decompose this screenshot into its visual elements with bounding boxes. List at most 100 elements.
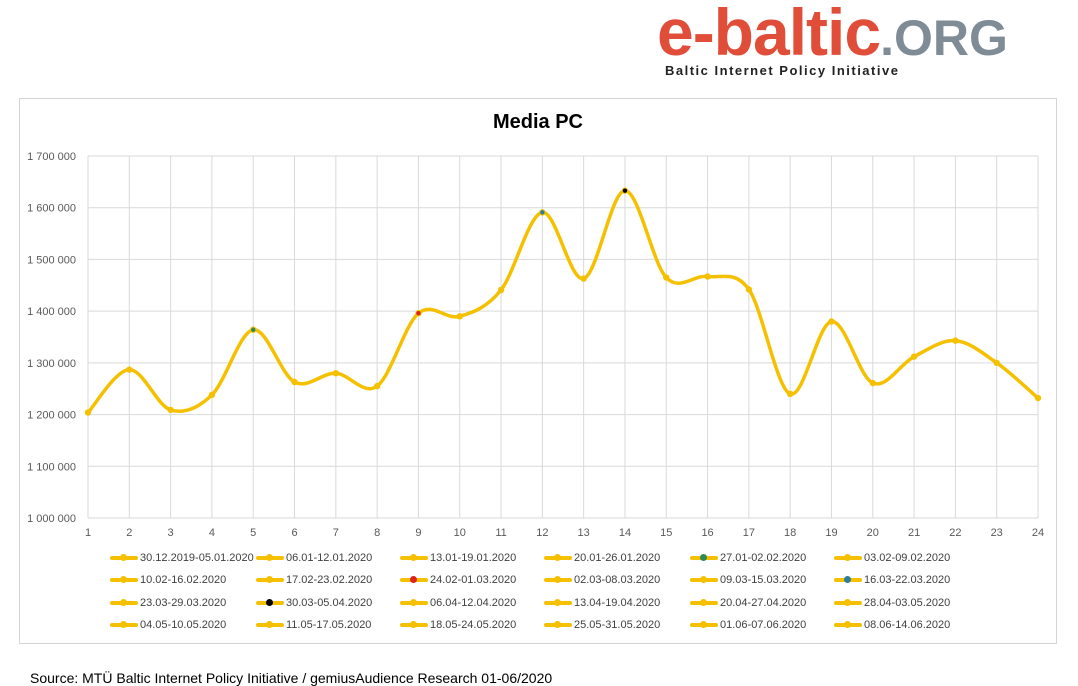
- x-tick-label: 21: [908, 527, 920, 539]
- legend-item: 17.02-23.02.2020: [256, 571, 372, 589]
- legend-marker: [266, 599, 273, 606]
- legend-label: 30.12.2019-05.01.2020: [140, 552, 254, 564]
- x-tick-label: 3: [168, 527, 174, 539]
- legend-item: 03.02-09.02.2020: [834, 549, 950, 567]
- legend-swatch: [400, 621, 428, 628]
- legend-item: 10.02-16.02.2020: [110, 571, 226, 589]
- legend-label: 13.04-19.04.2020: [574, 597, 661, 609]
- legend-label: 18.05-24.05.2020: [430, 619, 517, 631]
- legend-label: 25.05-31.05.2020: [574, 619, 661, 631]
- legend-marker: [554, 576, 561, 583]
- data-point: [126, 366, 133, 373]
- legend-swatch: [256, 576, 284, 583]
- x-tick-label: 11: [495, 527, 506, 539]
- legend-item: 28.04-03.05.2020: [834, 594, 950, 612]
- legend-marker: [700, 599, 707, 606]
- highlighted-data-point: [251, 327, 256, 332]
- legend-swatch: [256, 621, 284, 628]
- legend-marker: [266, 576, 273, 583]
- legend-marker: [120, 599, 127, 606]
- chart-frame: Media PC 1 000 000 1 100 000 1 200 000 1 30…: [19, 98, 1057, 644]
- data-point: [1034, 394, 1042, 402]
- logo-main-text: e-baltic: [657, 0, 881, 69]
- legend-label: 27.01-02.02.2020: [720, 552, 807, 564]
- legend-item: 08.06-14.06.2020: [834, 616, 950, 634]
- legend-item: 16.03-22.03.2020: [834, 571, 950, 589]
- legend-item: 23.03-29.03.2020: [110, 594, 226, 612]
- legend-swatch: [110, 621, 138, 628]
- legend-swatch: [544, 599, 572, 606]
- data-point: [373, 382, 381, 390]
- legend-swatch: [834, 621, 862, 628]
- x-tick-label: 16: [701, 527, 713, 539]
- highlighted-data-point: [622, 188, 628, 193]
- legend-item: 24.02-01.03.2020: [400, 571, 516, 589]
- legend-marker: [844, 554, 851, 561]
- x-tick-label: 24: [1032, 527, 1044, 539]
- data-point: [786, 390, 794, 398]
- legend-marker: [410, 554, 417, 561]
- legend-label: 02.03-08.03.2020: [574, 574, 661, 586]
- x-tick-label: 6: [291, 527, 297, 539]
- legend-label: 06.01-12.01.2020: [286, 552, 373, 564]
- legend-swatch: [110, 599, 138, 606]
- data-point: [497, 286, 505, 294]
- legend-marker: [700, 554, 707, 561]
- legend-item: 13.04-19.04.2020: [544, 594, 660, 612]
- legend-marker: [266, 621, 273, 628]
- legend-label: 20.04-27.04.2020: [720, 597, 807, 609]
- x-tick-label: 10: [454, 527, 466, 539]
- series-line: [86, 188, 1040, 415]
- x-tick-label: 20: [867, 527, 879, 539]
- legend-marker: [844, 621, 851, 628]
- legend-marker: [120, 576, 127, 583]
- legend-item: 20.01-26.01.2020: [544, 549, 660, 567]
- legend-item: 20.04-27.04.2020: [690, 594, 806, 612]
- legend-item: 02.03-08.03.2020: [544, 571, 660, 589]
- data-point: [869, 379, 876, 387]
- legend-label: 08.06-14.06.2020: [864, 619, 951, 631]
- chart-title: Media PC: [492, 111, 584, 133]
- logo-wordmark: e-baltic.ORG: [657, 0, 1008, 70]
- legend-item: 27.01-02.02.2020: [690, 549, 806, 567]
- legend-marker: [844, 599, 851, 606]
- e-baltic-logo: e-baltic.ORG Baltic Internet Policy Init…: [655, 0, 1065, 82]
- data-point: [828, 318, 835, 325]
- legend-swatch: [544, 576, 572, 583]
- legend-item: 01.06-07.06.2020: [690, 616, 806, 634]
- legend-swatch: [110, 554, 138, 561]
- data-point: [167, 406, 174, 414]
- data-point: [745, 286, 753, 293]
- legend-marker: [266, 554, 273, 561]
- x-tick-label: 19: [825, 527, 837, 539]
- x-tick-label: 7: [333, 527, 339, 539]
- legend-label: 30.03-05.04.2020: [286, 597, 373, 609]
- legend-swatch: [544, 621, 572, 628]
- x-tick-label: 13: [578, 527, 590, 539]
- y-tick-label: 1 700 000: [27, 151, 76, 163]
- legend-marker: [410, 576, 417, 583]
- x-tick-label: 5: [250, 527, 256, 539]
- data-point: [910, 353, 918, 360]
- x-tick-label: 4: [209, 527, 215, 539]
- data-point: [208, 391, 216, 399]
- legend-label: 17.02-23.02.2020: [286, 574, 373, 586]
- x-tick-label: 8: [374, 527, 380, 539]
- highlighted-data-point: [416, 311, 421, 316]
- line-chart-plot: 1 000 000 1 100 000 1 200 000 1 300 000 1 40…: [27, 151, 1044, 539]
- legend-swatch: [834, 576, 862, 583]
- legend-label: 01.06-07.06.2020: [720, 619, 807, 631]
- y-tick-label: 1 200 000: [27, 410, 76, 422]
- legend-item: 30.03-05.04.2020: [256, 594, 372, 612]
- y-tick-label: 1 300 000: [27, 358, 76, 370]
- legend-label: 11.05-17.05.2020: [286, 619, 372, 631]
- x-tick-label: 15: [660, 527, 672, 539]
- legend-marker: [410, 621, 417, 628]
- y-tick-label: 1 100 000: [27, 461, 76, 473]
- legend-marker: [554, 599, 561, 606]
- legend-marker: [700, 576, 707, 583]
- x-tick-label: 22: [949, 527, 961, 539]
- legend-label: 16.03-22.03.2020: [864, 574, 951, 586]
- x-tick-label: 12: [536, 527, 548, 539]
- data-point: [993, 359, 1000, 367]
